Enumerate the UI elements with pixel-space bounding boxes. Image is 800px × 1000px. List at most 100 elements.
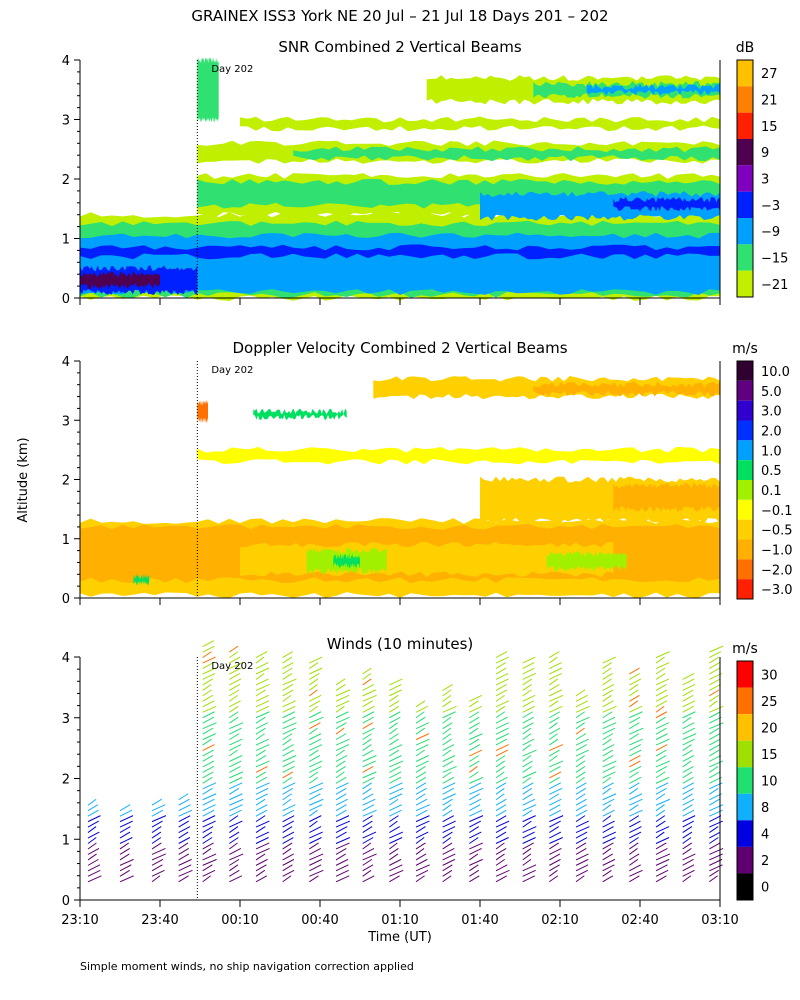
wind-barb <box>682 826 693 833</box>
wind-barb <box>655 782 669 790</box>
wind-barb <box>495 853 505 861</box>
wind-barb <box>549 749 560 757</box>
x-axis-label: Time (UT) <box>367 930 432 945</box>
wind-barb <box>602 869 612 877</box>
wind-barb <box>178 853 190 861</box>
wind-barb <box>655 820 666 828</box>
wind-barb <box>549 755 558 762</box>
wind-barb <box>522 815 536 823</box>
data-layer <box>240 116 720 132</box>
wind-barb <box>602 771 616 779</box>
wind-barb <box>255 727 266 735</box>
wind-barb <box>255 831 270 839</box>
wind-barb <box>389 700 400 708</box>
wind-barb <box>469 705 482 713</box>
wind-barb <box>389 678 403 686</box>
wind-barb <box>389 853 399 861</box>
wind-barb <box>495 766 505 773</box>
wind-barb <box>549 864 560 872</box>
wind-barb <box>415 815 430 823</box>
data-layer <box>133 574 150 587</box>
wind-barb <box>415 782 427 790</box>
day-marker-label: Day 202 <box>211 64 253 75</box>
wind-barb <box>362 809 377 817</box>
wind-barb <box>151 842 162 850</box>
wind-barb <box>415 787 427 795</box>
wind-barb <box>362 842 372 850</box>
wind-barb <box>119 804 131 812</box>
wind-barb <box>362 738 372 746</box>
wind-barb <box>602 798 615 806</box>
wind-barb <box>255 667 270 675</box>
wind-barb <box>469 787 484 795</box>
wind-barb <box>119 837 133 844</box>
wind-barb <box>522 700 534 708</box>
wind-barb <box>469 716 480 724</box>
wind-barb <box>362 683 375 691</box>
wind-barb <box>87 837 97 844</box>
wind-barb <box>549 673 563 680</box>
wind-barb <box>335 869 349 877</box>
wind-barb <box>655 760 671 768</box>
wind-barb <box>655 716 666 724</box>
wind-barb <box>202 826 214 834</box>
wind-barb <box>119 842 130 850</box>
wind-barb <box>522 826 537 834</box>
wind-barb <box>255 875 268 883</box>
wind-barb <box>229 656 241 664</box>
wind-barb <box>629 700 639 708</box>
wind-barb <box>629 848 638 855</box>
wind-barb <box>709 826 719 833</box>
wind-barb <box>178 869 193 877</box>
wind-barb <box>655 847 668 855</box>
wind-barb <box>255 678 269 686</box>
wind-barb <box>655 875 667 883</box>
wind-barb <box>389 744 403 752</box>
y-tick-label: 1 <box>62 833 70 848</box>
wind-barb <box>495 782 507 790</box>
wind-barb <box>335 766 346 773</box>
colorbar-swatch <box>737 460 753 480</box>
wind-barb <box>202 716 215 724</box>
wind-barb <box>469 826 480 833</box>
wind-barb <box>178 798 190 806</box>
wind-barb <box>415 711 425 719</box>
wind-barb <box>255 798 266 806</box>
wind-barb <box>629 787 639 795</box>
wind-barb <box>282 727 296 735</box>
wind-barb <box>415 793 426 801</box>
wind-barb <box>709 831 721 839</box>
wind-barb <box>575 864 589 872</box>
wind-barb <box>495 711 506 719</box>
wind-barb <box>629 842 639 850</box>
wind-barb <box>602 744 615 751</box>
wind-barb <box>335 842 350 850</box>
wind-barb <box>335 755 348 762</box>
wind-barb <box>255 809 268 817</box>
wind-barb <box>682 820 695 828</box>
data-layer <box>613 482 720 512</box>
wind-barb <box>282 722 297 730</box>
wind-barb <box>709 760 724 768</box>
data-layer <box>613 196 720 212</box>
wind-barb <box>255 744 270 752</box>
wind-barb <box>229 667 242 675</box>
wind-barb <box>469 820 482 828</box>
wind-barb <box>119 815 134 823</box>
y-tick-label: 4 <box>62 651 70 666</box>
wind-barb <box>495 667 507 675</box>
wind-barb <box>682 804 693 812</box>
wind-barb <box>362 875 375 883</box>
wind-barb <box>549 793 560 801</box>
wind-barb <box>282 705 296 713</box>
wind-barb <box>522 771 537 779</box>
wind-barb <box>442 864 453 872</box>
wind-barb <box>309 716 324 724</box>
wind-barb <box>202 804 216 812</box>
wind-barb <box>282 864 293 872</box>
wind-barb <box>709 716 722 724</box>
wind-barb <box>202 673 216 680</box>
wind-barb <box>389 765 401 773</box>
wind-barb <box>229 847 242 855</box>
colorbar-swatch <box>737 579 753 599</box>
